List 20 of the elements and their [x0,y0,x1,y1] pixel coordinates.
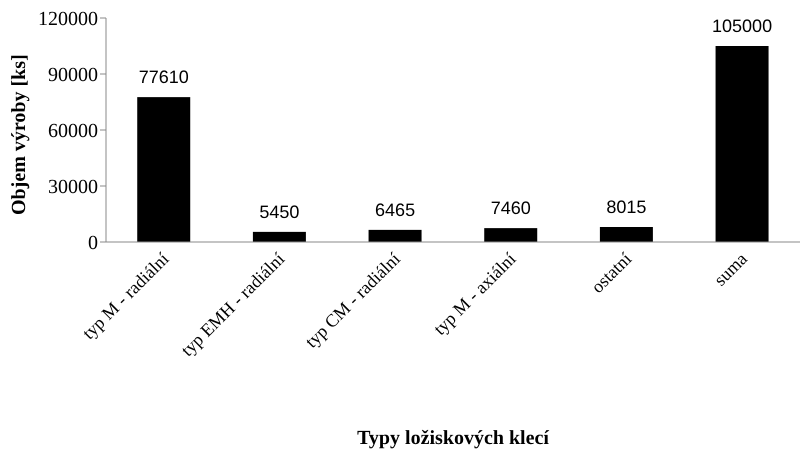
bar [600,227,653,242]
x-axis-title: Typy ložiskových klecí [357,427,550,449]
data-label: 105000 [712,16,772,36]
y-tick-label: 90000 [48,64,98,86]
data-label: 7460 [490,198,531,218]
bar [716,46,769,242]
bar [484,228,538,242]
bar [252,232,306,242]
y-tick-label: 0 [88,232,98,254]
bar [368,230,422,242]
data-label: 6465 [375,200,416,220]
y-tick-label: 60000 [48,120,98,142]
y-tick-label: 120000 [38,8,98,30]
data-label: 77610 [138,67,189,88]
data-label: 8015 [606,197,646,218]
y-axis-title: Objem výroby [ks] [8,54,30,215]
data-label: 5450 [259,202,300,222]
bar [137,97,190,242]
y-tick-label: 30000 [48,176,98,198]
x-tick-label: suma [710,248,751,290]
